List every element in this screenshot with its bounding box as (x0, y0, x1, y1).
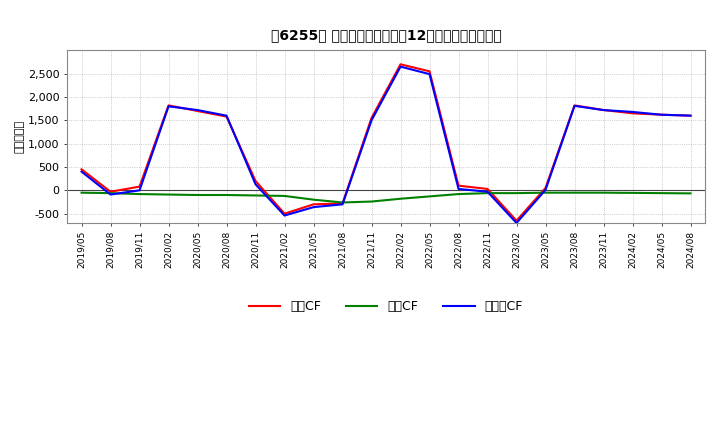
フリーCF (512, 220, 521, 226)
Legend: 営業CF, 投資CF, フリーCF: 営業CF, 投資CF, フリーCF (244, 295, 528, 318)
フリーCF (686, 113, 695, 118)
営業CF (454, 183, 463, 188)
投資CF (367, 199, 376, 204)
営業CF (686, 113, 695, 118)
フリーCF (367, 117, 376, 123)
営業CF (396, 62, 405, 67)
フリーCF (570, 103, 579, 109)
投資CF (309, 197, 318, 202)
営業CF (483, 186, 492, 191)
フリーCF (483, 189, 492, 194)
投資CF (426, 194, 434, 199)
投資CF (686, 191, 695, 196)
投資CF (512, 191, 521, 196)
Y-axis label: （百万円）: （百万円） (15, 120, 25, 153)
投資CF (483, 191, 492, 196)
フリーCF (426, 71, 434, 77)
フリーCF (251, 182, 260, 187)
フリーCF (193, 107, 202, 113)
フリーCF (657, 112, 666, 117)
営業CF (135, 184, 144, 189)
投資CF (280, 193, 289, 198)
営業CF (107, 189, 115, 194)
投資CF (570, 190, 579, 195)
投資CF (107, 191, 115, 196)
投資CF (251, 193, 260, 198)
営業CF (251, 178, 260, 183)
フリーCF (628, 109, 636, 114)
フリーCF (599, 107, 608, 113)
営業CF (309, 202, 318, 207)
営業CF (541, 185, 550, 191)
営業CF (657, 112, 666, 117)
フリーCF (541, 187, 550, 193)
フリーCF (396, 64, 405, 69)
投資CF (222, 192, 231, 198)
営業CF (426, 69, 434, 74)
投資CF (657, 191, 666, 196)
投資CF (338, 200, 347, 205)
フリーCF (222, 113, 231, 118)
投資CF (193, 192, 202, 198)
フリーCF (77, 169, 86, 174)
Line: フリーCF: フリーCF (81, 66, 690, 223)
フリーCF (309, 205, 318, 210)
営業CF (512, 218, 521, 224)
営業CF (628, 111, 636, 116)
投資CF (628, 190, 636, 195)
Line: 営業CF: 営業CF (81, 64, 690, 221)
投資CF (396, 196, 405, 202)
フリーCF (454, 186, 463, 191)
Line: 投資CF: 投資CF (81, 193, 690, 202)
フリーCF (338, 202, 347, 207)
フリーCF (135, 188, 144, 193)
営業CF (193, 108, 202, 114)
営業CF (338, 201, 347, 206)
営業CF (77, 167, 86, 172)
営業CF (222, 114, 231, 119)
投資CF (541, 190, 550, 195)
投資CF (454, 191, 463, 197)
投資CF (164, 192, 173, 197)
営業CF (367, 115, 376, 121)
営業CF (570, 103, 579, 108)
Title: ［6255］ キャッシュフローの12か月移動合計の推移: ［6255］ キャッシュフローの12か月移動合計の推移 (271, 28, 501, 42)
営業CF (599, 107, 608, 113)
営業CF (280, 211, 289, 216)
フリーCF (107, 192, 115, 197)
フリーCF (164, 104, 173, 109)
投資CF (135, 191, 144, 197)
投資CF (77, 190, 86, 195)
投資CF (599, 190, 608, 195)
フリーCF (280, 213, 289, 218)
営業CF (164, 103, 173, 108)
